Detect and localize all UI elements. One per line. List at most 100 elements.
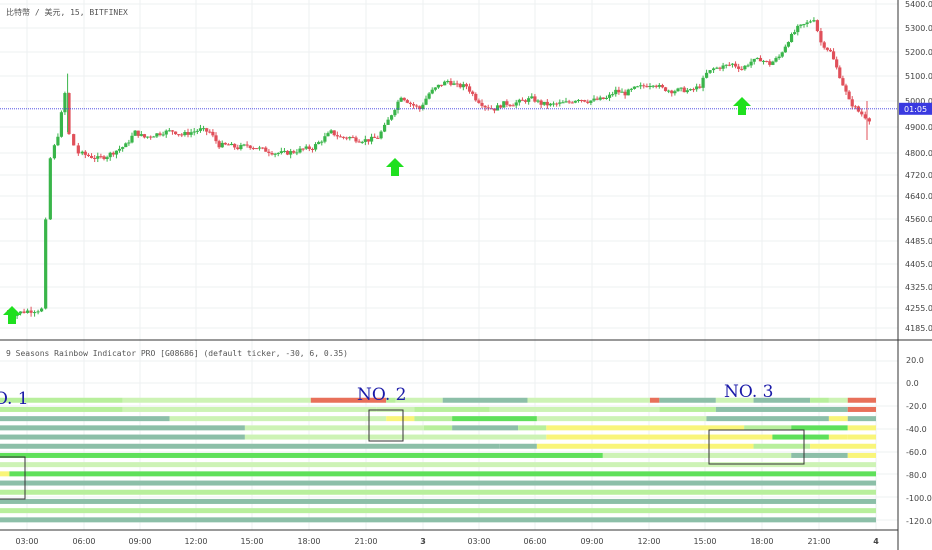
candle-body [645,86,649,88]
current-price-badge-text: 01:05 [904,105,927,114]
candle-body [598,97,602,100]
candle-body [771,61,775,65]
candle-body [363,139,367,142]
candle-body [310,149,315,151]
candle-body [155,133,159,137]
candle-body [492,108,497,111]
candle-body [251,148,255,150]
candle-body [424,98,428,105]
candle-body [853,106,857,108]
indicator-tick-label: -120.0 [906,517,932,526]
price-tick-label: 5100.0 [905,72,932,81]
heatmap-cell [753,443,811,449]
candle-body [850,99,854,107]
candle-body [743,65,747,70]
candle-body [167,130,171,132]
candle-body [695,86,699,90]
candle-body [545,101,549,106]
green-arrow-icon [386,158,404,176]
candle-body [461,84,465,88]
candle-body [183,132,187,136]
heatmap-cell [810,397,829,403]
candle-body [589,100,593,103]
candle-body [86,154,91,156]
candle-body [405,100,409,103]
candle-body [685,90,689,93]
candle-body [648,85,652,87]
candle-body [533,96,537,102]
candle-body [173,131,178,135]
candle-body [708,70,712,73]
heatmap-cell [0,498,876,504]
candle-body [838,67,842,79]
candle-body [721,65,725,69]
candle-body [399,97,403,102]
candle-body [229,143,234,146]
signal-arrow-3 [733,97,751,115]
candle-body [223,142,227,145]
heatmap-cell [828,416,848,422]
heatmap-cell [0,517,876,523]
heatmap-cell [518,425,547,431]
price-axis: 4185.0 4255.0 4325.0 4405.0 4485.0 4560.0 4640… [899,0,932,333]
time-tick-label: 06:00 [72,537,95,546]
candle-body [273,153,277,155]
time-tick-label: 18:00 [297,537,320,546]
candle-body [341,136,346,138]
candle-body [477,100,481,103]
candle-body [867,118,871,122]
candle-body [430,89,434,94]
candle-body [499,105,503,108]
heatmap-cell [546,425,745,431]
candle-body [555,103,559,105]
price-tick-label: 5400.0 [905,0,932,9]
time-tick-label: 12:00 [184,537,207,546]
candle-body [25,310,30,313]
candle-body [486,107,490,109]
candle-body [211,131,215,136]
heatmap-cell [423,425,453,431]
time-axis: 03:00 06:00 09:00 12:00 15:00 18:00 21:00 3 03:0… [15,537,879,546]
heatmap-cell [847,416,876,422]
candle-body [564,101,568,103]
candle-body [326,133,330,137]
heatmap-cell [0,452,603,458]
candle-body [774,58,778,62]
candle-body [177,134,181,136]
candle-body [102,156,106,160]
heatmap-cell [0,425,245,431]
candle-body [245,144,249,146]
candle-body [542,101,546,105]
candle-body [749,61,753,66]
candle-body [536,100,540,102]
candle-body [780,52,784,57]
candle-body [711,68,716,71]
time-tick-label: 06:00 [523,537,546,546]
candle-body [18,311,23,314]
candle-body [48,158,52,220]
candle-body [761,60,766,62]
candle-body [819,31,823,43]
candle-body [548,103,553,106]
candle-body [226,144,231,146]
candle-body [586,101,590,103]
candle-body [180,134,184,136]
heatmap-cell [706,416,829,422]
candle-body [783,46,787,53]
heatmap-cell [715,397,754,403]
candle-body [752,58,756,62]
time-tick-label: 18:00 [750,537,773,546]
candle-body [676,88,680,92]
candle-body [357,141,361,143]
candle-body [323,136,327,142]
candle-body [408,102,413,105]
candle-body [812,20,816,22]
candle-body [393,110,397,116]
candle-body [639,85,643,87]
heatmap-cell [772,434,829,440]
time-tick-label: 15:00 [240,537,263,546]
price-tick-label: 4800.0 [905,149,932,158]
candle-body [208,131,212,133]
heatmap-cell [527,397,650,403]
candle-body [793,32,797,35]
